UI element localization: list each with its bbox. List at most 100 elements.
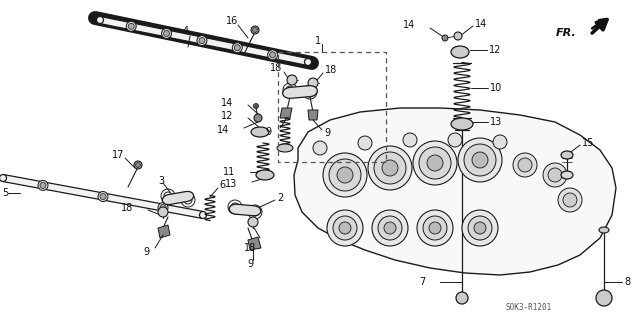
Circle shape xyxy=(248,217,258,227)
Circle shape xyxy=(160,204,166,211)
Circle shape xyxy=(0,174,6,181)
Polygon shape xyxy=(248,237,261,250)
Text: 1: 1 xyxy=(315,36,321,46)
Circle shape xyxy=(472,152,488,168)
Circle shape xyxy=(128,23,134,29)
Polygon shape xyxy=(283,86,317,98)
Circle shape xyxy=(474,222,486,234)
Circle shape xyxy=(254,114,262,122)
Circle shape xyxy=(558,188,582,212)
Circle shape xyxy=(251,208,259,216)
Circle shape xyxy=(234,45,240,51)
Text: 5: 5 xyxy=(2,188,8,198)
Text: 13: 13 xyxy=(225,179,237,189)
Text: 18: 18 xyxy=(121,203,133,213)
Circle shape xyxy=(493,135,507,149)
Text: 14: 14 xyxy=(221,98,233,108)
Text: 14: 14 xyxy=(403,20,415,30)
Circle shape xyxy=(419,147,451,179)
Circle shape xyxy=(329,159,361,191)
Text: 11: 11 xyxy=(223,167,235,177)
Circle shape xyxy=(337,167,353,183)
Text: 10: 10 xyxy=(490,83,502,93)
Text: 17: 17 xyxy=(112,150,124,160)
Circle shape xyxy=(413,141,457,185)
Circle shape xyxy=(458,138,502,182)
Polygon shape xyxy=(3,174,204,219)
Circle shape xyxy=(158,203,168,212)
Circle shape xyxy=(372,210,408,246)
Text: 18: 18 xyxy=(244,243,256,253)
Polygon shape xyxy=(308,110,318,120)
Circle shape xyxy=(268,50,278,60)
Text: 13: 13 xyxy=(490,117,502,127)
Ellipse shape xyxy=(256,170,274,180)
Circle shape xyxy=(448,133,462,147)
Circle shape xyxy=(233,43,242,53)
Polygon shape xyxy=(229,204,261,216)
Circle shape xyxy=(378,216,402,240)
Circle shape xyxy=(403,133,417,147)
Circle shape xyxy=(427,155,443,171)
Text: 4: 4 xyxy=(183,26,189,36)
Ellipse shape xyxy=(561,171,573,179)
Circle shape xyxy=(313,141,327,155)
Circle shape xyxy=(333,216,357,240)
Circle shape xyxy=(368,146,412,190)
Circle shape xyxy=(304,59,311,66)
Circle shape xyxy=(358,136,372,150)
Circle shape xyxy=(164,192,172,200)
Circle shape xyxy=(548,168,562,182)
Circle shape xyxy=(323,153,367,197)
Ellipse shape xyxy=(451,46,469,58)
Circle shape xyxy=(423,216,447,240)
Circle shape xyxy=(454,32,462,40)
Polygon shape xyxy=(162,191,194,204)
Circle shape xyxy=(199,37,205,44)
Circle shape xyxy=(96,17,103,23)
Circle shape xyxy=(308,78,318,88)
Ellipse shape xyxy=(561,151,573,159)
Circle shape xyxy=(543,163,567,187)
Circle shape xyxy=(286,86,294,94)
Ellipse shape xyxy=(599,227,609,233)
Text: 7: 7 xyxy=(419,277,425,287)
Circle shape xyxy=(374,152,406,184)
Circle shape xyxy=(126,21,136,31)
Circle shape xyxy=(513,153,537,177)
Text: 6: 6 xyxy=(219,180,225,190)
Circle shape xyxy=(563,193,577,207)
Text: 14: 14 xyxy=(217,125,229,135)
Circle shape xyxy=(287,75,297,85)
Circle shape xyxy=(339,222,351,234)
Circle shape xyxy=(464,144,496,176)
Text: 9: 9 xyxy=(324,128,330,138)
Circle shape xyxy=(269,52,276,58)
Circle shape xyxy=(40,182,46,188)
Circle shape xyxy=(456,292,468,304)
Polygon shape xyxy=(99,17,309,65)
Text: 2: 2 xyxy=(277,193,283,203)
Circle shape xyxy=(158,207,168,217)
Circle shape xyxy=(164,30,169,36)
Text: 12: 12 xyxy=(220,111,233,121)
Circle shape xyxy=(417,210,453,246)
Circle shape xyxy=(384,222,396,234)
Text: 18: 18 xyxy=(325,65,337,75)
Text: 14: 14 xyxy=(475,19,487,29)
Circle shape xyxy=(254,103,259,108)
Text: 12: 12 xyxy=(489,45,501,55)
Text: S0K3-R1201: S0K3-R1201 xyxy=(505,303,551,313)
Circle shape xyxy=(382,160,398,176)
Circle shape xyxy=(442,35,448,41)
Ellipse shape xyxy=(251,127,269,137)
Text: 9: 9 xyxy=(144,247,150,257)
Polygon shape xyxy=(294,108,616,275)
Circle shape xyxy=(199,212,206,219)
Circle shape xyxy=(468,216,492,240)
Circle shape xyxy=(306,89,314,97)
Text: 18: 18 xyxy=(269,63,282,73)
Text: 9: 9 xyxy=(247,259,253,269)
Circle shape xyxy=(38,180,48,190)
Circle shape xyxy=(518,158,532,172)
